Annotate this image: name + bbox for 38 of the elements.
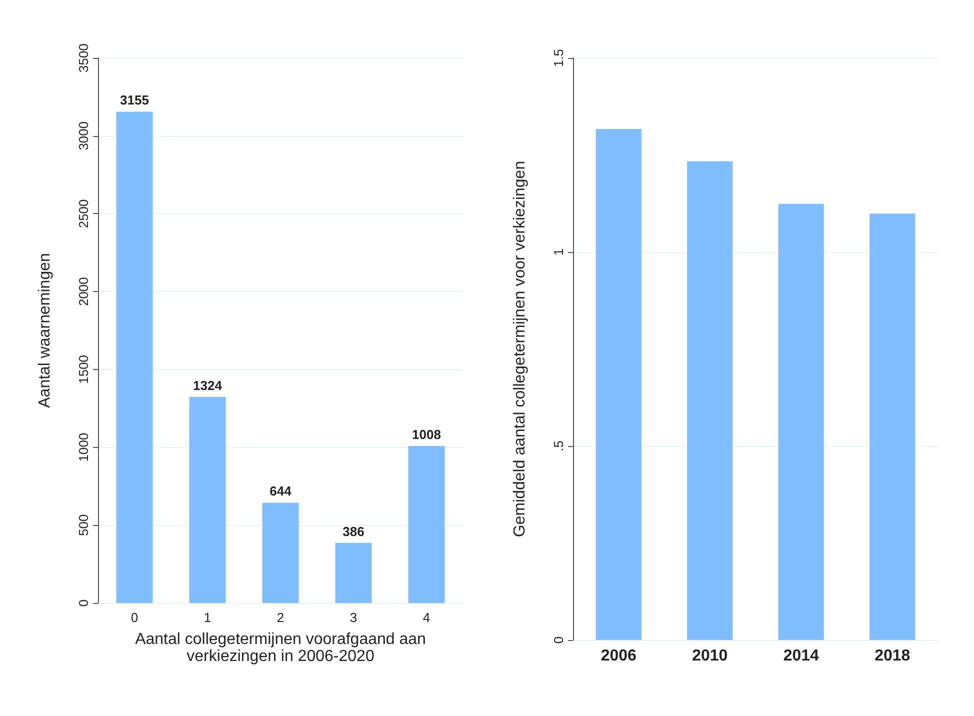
data-label: 3155: [120, 92, 149, 108]
y-tick-label: 2500: [76, 199, 91, 228]
y-tick-label: 1: [551, 248, 566, 256]
x-axis-title: Aantal collegetermijnen voorafgaand aan verkiezingen in 2006-2020: [135, 631, 426, 665]
x-tick-label: 2006: [600, 648, 637, 664]
data-label: 386: [342, 524, 364, 539]
x-tick-label: 2: [276, 610, 284, 625]
bar: [262, 502, 299, 603]
y-axis-title: Aantal waarnemingen: [36, 253, 54, 408]
bar: [335, 542, 372, 603]
y-tick-label: .5: [551, 440, 566, 452]
y-tick-label: 0: [76, 599, 91, 607]
x-tick-label: 3: [350, 610, 358, 625]
x-tick-label: 2010: [692, 648, 728, 664]
bar: [778, 204, 824, 640]
x-tick-label: 2018: [874, 648, 910, 664]
y-tick-label: 2000: [76, 277, 91, 306]
bar: [189, 396, 226, 603]
x-tick-label: 4: [422, 610, 430, 625]
x-tick-label: 1: [204, 610, 212, 625]
bar: [408, 446, 445, 603]
x-tick-label: 2014: [783, 648, 820, 664]
y-tick-label: 0: [551, 636, 566, 644]
y-tick-label: 3500: [76, 44, 91, 72]
data-label: 1008: [412, 427, 441, 442]
y-tick-label: 1.5: [551, 48, 566, 68]
bar: [687, 161, 733, 640]
x-tick-label: 0: [130, 610, 138, 625]
y-tick-label: 3000: [76, 121, 91, 150]
y-axis-title: Gemiddeld aantal collegetermijnen voor verkiezingen: [512, 160, 528, 538]
bar: [870, 214, 916, 640]
data-label: 644: [270, 484, 292, 499]
y-tick-label: 500: [76, 514, 91, 536]
bar: [116, 112, 153, 603]
data-label: 1324: [193, 378, 223, 393]
y-tick-label: 1500: [76, 354, 91, 384]
bar: [596, 129, 642, 640]
y-tick-label: 1000: [76, 432, 91, 462]
